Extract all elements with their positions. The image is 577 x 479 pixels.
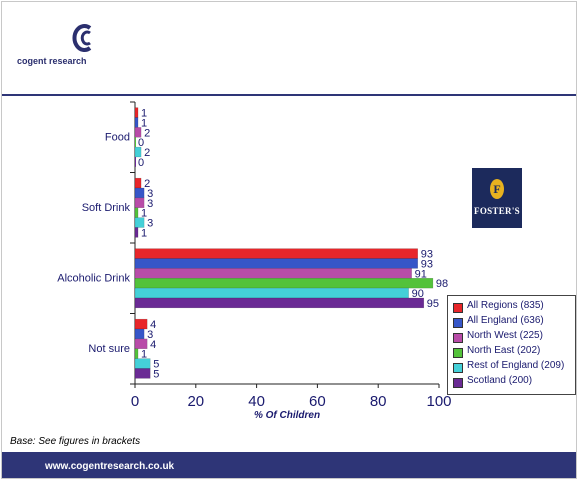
- fosters-crest-icon: F: [490, 179, 504, 199]
- legend-swatch: [453, 303, 463, 313]
- x-tick-label: 0: [131, 393, 139, 410]
- data-label: 1: [141, 208, 147, 220]
- data-label: 91: [415, 268, 427, 280]
- footer-url: www.cogentresearch.co.uk: [45, 461, 175, 472]
- bar: [134, 207, 139, 218]
- x-tick-label: 60: [309, 393, 326, 410]
- data-label: 2: [144, 127, 150, 139]
- legend-swatch: [453, 378, 463, 388]
- bar: [134, 258, 418, 269]
- data-label: 3: [147, 198, 153, 210]
- data-label: 4: [150, 319, 156, 331]
- bar: [134, 227, 139, 238]
- header-divider: [2, 94, 576, 96]
- bar: [134, 368, 151, 379]
- bar: [134, 297, 425, 309]
- logo-text: cogent research: [17, 56, 87, 66]
- bar: [135, 156, 136, 167]
- category-label: Not sure: [88, 343, 130, 355]
- category-label: Alcoholic Drink: [57, 272, 130, 284]
- data-label: 1: [141, 349, 147, 361]
- cogent-logo: cogent research: [14, 20, 94, 70]
- data-label: 2: [144, 178, 150, 190]
- legend-label: All Regions (835): [467, 300, 544, 311]
- data-label: 93: [421, 258, 433, 270]
- x-tick-label: 40: [248, 393, 265, 410]
- bar: [134, 348, 139, 359]
- data-label: 4: [150, 339, 156, 351]
- bar: [134, 217, 145, 228]
- bar: [134, 187, 145, 199]
- data-label: 95: [427, 298, 439, 310]
- x-axis-title: % Of Children: [254, 410, 320, 421]
- data-label: 0: [138, 137, 144, 149]
- bar: [134, 197, 145, 209]
- data-label: 2: [144, 147, 150, 159]
- bar: [134, 146, 142, 158]
- legend-swatch: [453, 333, 463, 343]
- bar: [134, 107, 139, 118]
- legend-label: North East (202): [467, 345, 541, 356]
- bar: [134, 338, 148, 350]
- bar: [134, 358, 151, 369]
- category-label: Soft Drink: [82, 202, 131, 214]
- fosters-wordmark: FOSTER'S: [474, 206, 520, 216]
- svg-text:F: F: [493, 182, 500, 196]
- cogent-logo-icon: [72, 24, 92, 52]
- data-label: 3: [147, 188, 153, 200]
- bar: [134, 127, 142, 138]
- x-tick-label: 20: [187, 393, 204, 410]
- bar: [134, 117, 139, 128]
- bar: [134, 318, 148, 330]
- data-label: 5: [153, 368, 159, 380]
- legend-label: Scotland (200): [467, 375, 533, 386]
- bar: [134, 177, 142, 189]
- data-label: 3: [147, 217, 153, 229]
- bar: [135, 137, 136, 148]
- data-label: 0: [138, 157, 144, 169]
- legend-swatch: [453, 363, 463, 373]
- bar: [134, 248, 418, 259]
- chart-legend: All Regions (835) All England (636) North …: [447, 295, 576, 395]
- base-note: Base: See figures in brackets: [10, 436, 141, 447]
- legend-swatch: [453, 348, 463, 358]
- data-label: 98: [436, 278, 448, 290]
- data-label: 5: [153, 358, 159, 370]
- legend-label: North West (225): [467, 330, 543, 341]
- bar: [134, 268, 412, 279]
- legend-label: All England (636): [467, 315, 544, 326]
- legend-label: Rest of England (209): [467, 360, 565, 371]
- bar: [134, 328, 145, 340]
- x-tick-label: 100: [426, 393, 451, 410]
- data-label: 90: [412, 288, 424, 300]
- data-label: 1: [141, 117, 147, 129]
- category-label: Food: [105, 131, 130, 143]
- data-label: 1: [141, 227, 147, 239]
- x-tick-label: 80: [370, 393, 387, 410]
- data-label: 93: [421, 249, 433, 261]
- data-label: 1: [141, 108, 147, 120]
- legend-swatch: [453, 318, 463, 328]
- fosters-logo: F FOSTER'S: [472, 168, 522, 228]
- bar: [134, 278, 434, 289]
- bar: [134, 287, 409, 299]
- footer-bar: www.cogentresearch.co.uk: [2, 452, 576, 478]
- data-label: 3: [147, 329, 153, 341]
